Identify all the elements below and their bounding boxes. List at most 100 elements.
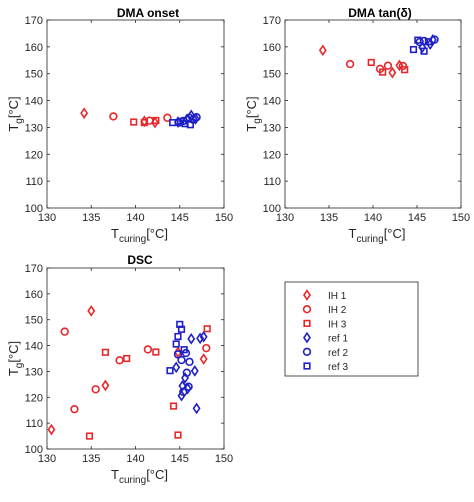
data-point xyxy=(367,58,375,67)
data-point xyxy=(130,118,138,126)
data-point xyxy=(70,404,79,414)
data-point xyxy=(388,66,397,79)
legend-label: IH 1 xyxy=(328,291,347,302)
data-point xyxy=(395,59,404,72)
y-tick-label: 170 xyxy=(263,15,281,27)
data-point xyxy=(177,355,186,365)
data-point xyxy=(192,402,201,415)
series-ih-3 xyxy=(367,58,409,76)
x-tick-label: 130 xyxy=(38,453,56,465)
data-point xyxy=(109,112,118,121)
x-tick-label: 145 xyxy=(171,453,189,465)
data-point xyxy=(174,332,182,341)
y-tick-label: 100 xyxy=(25,444,43,456)
data-point xyxy=(424,38,433,46)
panel-title: DMA onset xyxy=(117,6,179,20)
x-tick-label: 150 xyxy=(452,212,470,224)
data-point xyxy=(87,305,96,317)
y-tick-label: 150 xyxy=(25,315,43,327)
x-tick-label: 150 xyxy=(215,453,233,465)
data-point xyxy=(140,118,148,127)
y-tick-label: 140 xyxy=(25,341,43,353)
y-tick-label: 130 xyxy=(263,122,281,134)
x-tick-label: 135 xyxy=(82,212,100,224)
x-tick-label: 140 xyxy=(126,212,144,224)
data-point xyxy=(186,121,194,129)
y-axis-label: Tg[°C] xyxy=(6,341,25,376)
data-point xyxy=(123,354,131,363)
data-point xyxy=(187,333,196,345)
data-point xyxy=(172,340,180,348)
data-point xyxy=(91,385,100,394)
x-axis-label: Tcuring[°C] xyxy=(111,467,168,486)
legend-label: IH 3 xyxy=(328,319,347,330)
data-point xyxy=(85,432,94,440)
y-tick-label: 120 xyxy=(263,149,281,161)
data-point xyxy=(163,113,172,122)
panel-1: 130 135 140 145 150 100 110 120 130 140 150 160 170 D… xyxy=(6,6,233,245)
y-tick-label: 160 xyxy=(25,42,43,54)
y-tick-label: 110 xyxy=(25,176,43,188)
data-point xyxy=(383,61,393,70)
panel-3: 130 135 140 145 150 100 110 120 130 140 150 160 170 D… xyxy=(6,253,233,486)
legend-box xyxy=(284,281,419,377)
data-point xyxy=(177,389,186,402)
data-point xyxy=(184,382,193,391)
data-point xyxy=(180,346,188,354)
legend-marker-square xyxy=(303,362,311,370)
data-point xyxy=(196,332,205,345)
y-tick-label: 140 xyxy=(25,96,43,108)
data-point xyxy=(101,379,110,392)
y-tick-label: 100 xyxy=(25,203,43,215)
data-point xyxy=(166,367,174,375)
data-point xyxy=(115,356,124,365)
data-point xyxy=(179,387,188,397)
x-tick-label: 145 xyxy=(408,212,426,224)
x-tick-label: 140 xyxy=(126,453,144,465)
data-point xyxy=(379,68,387,76)
data-point xyxy=(345,59,355,69)
data-point xyxy=(203,325,211,333)
legend: IH 1 IH 2 IH 3 ref 1 ref 2 ref 3 xyxy=(284,281,419,377)
panel-title: DSC xyxy=(127,253,153,267)
x-axis-label: Tcuring[°C] xyxy=(348,226,405,245)
data-point xyxy=(152,348,160,356)
y-tick-label: 170 xyxy=(25,263,43,275)
x-tick-label: 150 xyxy=(215,212,233,224)
series-ih-1 xyxy=(318,44,404,79)
data-point xyxy=(199,330,208,343)
y-tick-label: 110 xyxy=(263,176,281,188)
data-point xyxy=(414,36,422,44)
x-axis-label: Tcuring[°C] xyxy=(111,226,168,245)
data-point xyxy=(199,353,208,365)
data-point xyxy=(182,368,192,377)
x-tick-label: 145 xyxy=(171,212,189,224)
data-point xyxy=(173,350,183,359)
y-tick-label: 130 xyxy=(25,122,43,134)
x-tick-label: 135 xyxy=(82,453,100,465)
y-tick-label: 170 xyxy=(25,15,43,27)
legend-marker-diamond xyxy=(303,289,311,301)
y-tick-label: 110 xyxy=(25,418,43,430)
x-tick-label: 130 xyxy=(38,212,56,224)
legend-marker-square xyxy=(303,319,311,328)
data-point xyxy=(401,66,409,74)
y-tick-label: 120 xyxy=(25,392,43,404)
legend-label: IH 2 xyxy=(328,305,347,316)
data-point xyxy=(172,361,181,374)
y-tick-label: 150 xyxy=(25,69,43,81)
x-tick-label: 135 xyxy=(320,212,338,224)
plot-area xyxy=(46,267,225,450)
y-axis-label: Tg[°C] xyxy=(6,96,25,131)
data-point xyxy=(420,47,428,55)
data-point xyxy=(152,116,160,125)
data-point xyxy=(80,107,89,120)
y-tick-label: 140 xyxy=(263,96,281,108)
plot-area xyxy=(284,19,462,209)
series-ih-3 xyxy=(130,116,160,127)
series-ih-2 xyxy=(60,327,211,414)
data-point xyxy=(174,431,182,439)
data-point xyxy=(190,365,199,377)
